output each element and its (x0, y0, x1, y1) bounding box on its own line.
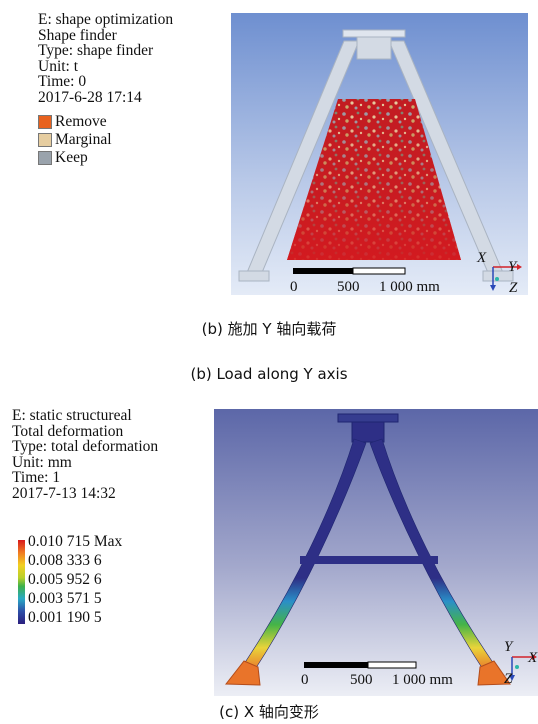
scale-tick-1000: 1 000 mm (379, 279, 440, 295)
colorbar-label-max: 0.010 715 Max (28, 533, 123, 550)
legend-swatch-marginal (38, 133, 52, 147)
panel-c-scale-bar: 0 500 1 000 mm (301, 661, 453, 688)
colorbar-label-min: 0.001 190 5 (28, 609, 102, 626)
legend-item-remove: Remove (38, 113, 173, 131)
colorbar-label: 0.008 333 6 (28, 552, 102, 569)
legend-label-keep: Keep (55, 149, 88, 167)
scale-tick-0: 0 (301, 672, 309, 688)
panel-b-scale-bar: 0 500 1 000 mm (290, 267, 440, 295)
panel-c-info-line: Time: 1 (12, 469, 61, 486)
panel-b-info: E: shape optimization Shape finder Type:… (38, 12, 173, 167)
axis-label-x: X (527, 650, 538, 666)
panel-b-info-line: Type: shape finder (38, 42, 154, 59)
bracket-top-hub (351, 421, 385, 443)
colorbar-label: 0.005 952 6 (28, 571, 102, 588)
legend-label-remove: Remove (55, 113, 107, 131)
panel-c-viewport: 0 500 1 000 mm Y X Z (214, 409, 538, 696)
frame-left-foot (238, 270, 270, 282)
axis-label-z: Z (504, 671, 513, 687)
panel-c-info: E: static structureal Total deformation … (12, 408, 158, 501)
bracket-top-plate (337, 413, 399, 423)
legend-item-marginal: Marginal (38, 131, 173, 149)
design-region-removed (287, 99, 461, 260)
axis-label-x: X (476, 250, 487, 266)
panel-b-legend: Remove Marginal Keep (38, 113, 173, 167)
axis-label-z: Z (509, 280, 518, 295)
panel-c-colorbar: 0.010 715 Max 0.008 333 6 0.005 952 6 0.… (18, 533, 218, 626)
scale-tick-500: 500 (337, 279, 360, 295)
panel-b-info-line: Time: 0 (38, 73, 87, 90)
axis-label-y: Y (508, 259, 518, 275)
panel-b-info-line: 2017-6-28 17:14 (38, 88, 142, 106)
legend-swatch-keep (38, 151, 52, 165)
frame-right-foot (482, 270, 514, 282)
frame-top-hub (356, 36, 392, 60)
legend-swatch-remove (38, 115, 52, 129)
panel-c-info-line: Total deformation (12, 422, 124, 440)
panel-b-info-line: E: shape optimization (38, 11, 174, 28)
panel-c-info-line: Unit: mm (12, 453, 72, 471)
panel-b-info-line: Shape finder (38, 26, 117, 44)
colorbar-gradient (18, 540, 25, 624)
panel-b-info-line: Unit: t (38, 57, 79, 75)
bracket-crossbar (300, 556, 438, 564)
panel-c-info-line: 2017-7-13 14:32 (12, 484, 116, 502)
panel-c-axis-triad: Y X Z (504, 639, 538, 687)
bracket-right-foot (477, 660, 511, 686)
legend-label-marginal: Marginal (55, 131, 112, 149)
bracket-left-foot (224, 660, 261, 686)
panel-c-info-line: Type: total deformation (12, 438, 159, 455)
caption-b-cn: (b) 施加 Y 轴向载荷 (201, 320, 337, 338)
colorbar-label: 0.003 571 5 (28, 590, 102, 607)
legend-item-keep: Keep (38, 149, 173, 167)
axis-label-y: Y (504, 639, 514, 655)
scale-tick-0: 0 (290, 279, 298, 295)
scale-tick-500: 500 (350, 672, 373, 688)
frame-top-plate (342, 29, 406, 38)
caption-c: (c) X 轴向变形 (219, 703, 319, 721)
panel-c-info-line: E: static structureal (12, 407, 132, 424)
panel-b-viewport: 0 500 1 000 mm X Y Z (231, 13, 528, 295)
panel-b-axis-triad: X Y Z (476, 250, 522, 295)
scale-tick-1000: 1 000 mm (392, 672, 453, 688)
caption-b-en: (b) Load along Y axis (190, 365, 348, 383)
